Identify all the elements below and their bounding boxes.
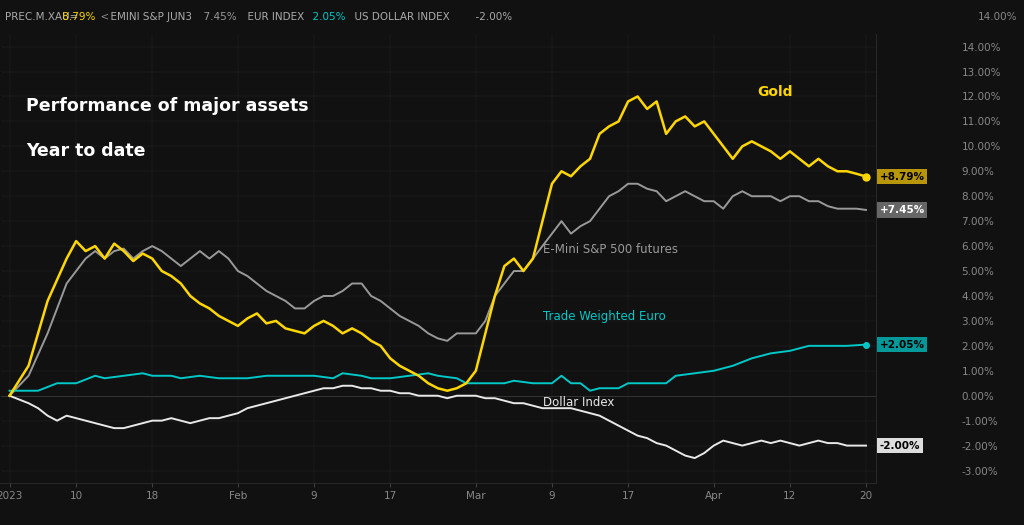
Text: Performance of major assets: Performance of major assets — [27, 97, 309, 115]
Text: -2.00%: -2.00% — [880, 440, 921, 450]
Text: PREC.M.XAU=: PREC.M.XAU= — [5, 12, 79, 23]
Text: Gold: Gold — [758, 86, 793, 99]
Text: Trade Weighted Euro: Trade Weighted Euro — [543, 310, 666, 323]
Text: -2.00%: -2.00% — [469, 12, 512, 23]
Text: +7.45%: +7.45% — [880, 205, 925, 215]
Text: 2.05%: 2.05% — [306, 12, 346, 23]
Text: 14.00%: 14.00% — [978, 12, 1018, 23]
Text: <: < — [94, 12, 110, 23]
Text: Dollar Index: Dollar Index — [543, 396, 614, 408]
Text: E-Mini S&P 500 futures: E-Mini S&P 500 futures — [543, 243, 678, 256]
Text: 8.79%: 8.79% — [59, 12, 96, 23]
Text: 7.45%: 7.45% — [197, 12, 237, 23]
Text: EMINI S&P JUN3: EMINI S&P JUN3 — [104, 12, 193, 23]
Text: +2.05%: +2.05% — [880, 340, 925, 350]
Text: +8.79%: +8.79% — [880, 172, 925, 182]
Text: Year to date: Year to date — [27, 142, 145, 160]
Text: US DOLLAR INDEX: US DOLLAR INDEX — [348, 12, 450, 23]
Text: EUR INDEX: EUR INDEX — [241, 12, 304, 23]
